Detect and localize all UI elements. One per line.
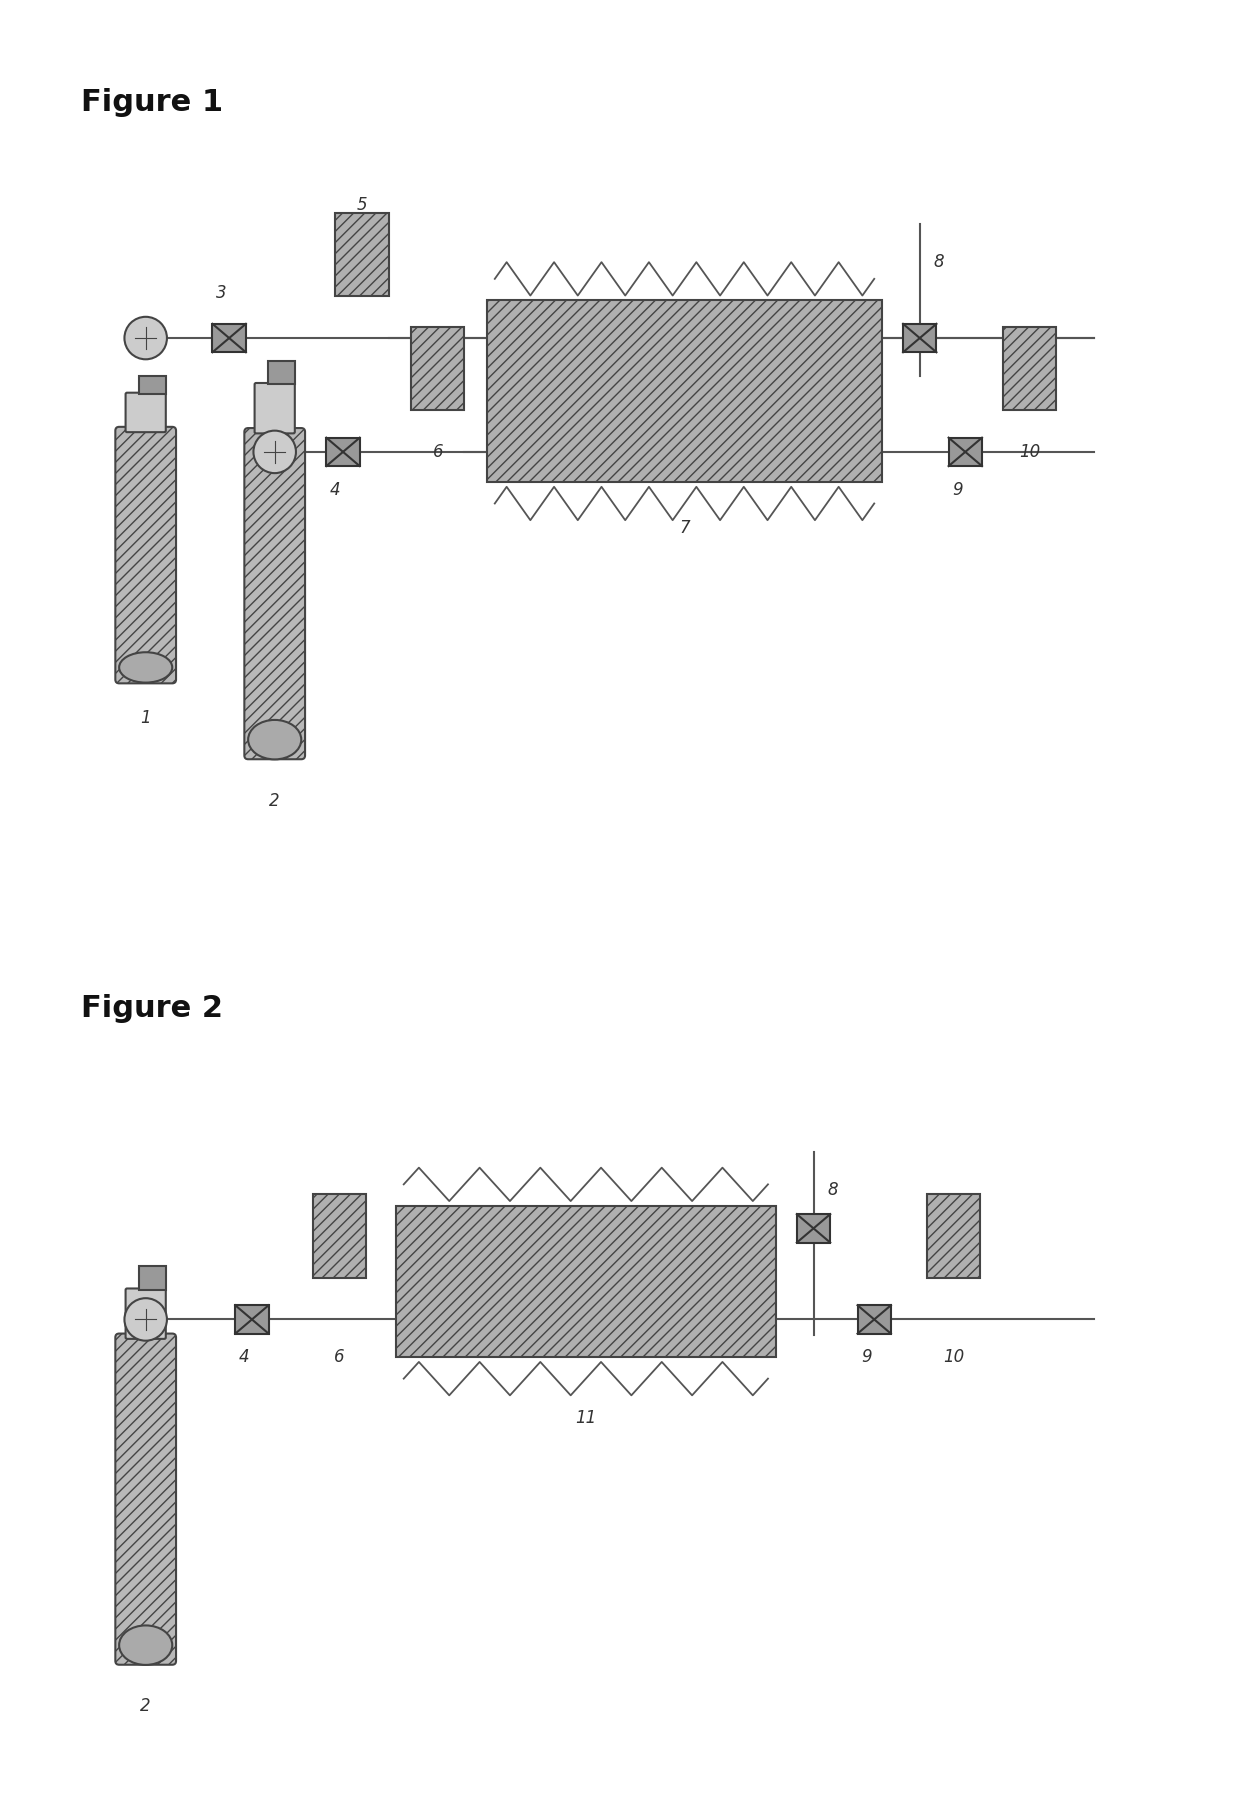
Text: 7: 7 [680,518,689,536]
Bar [268,360,295,384]
Bar [928,1193,981,1279]
Text: 4: 4 [330,482,341,498]
Text: 2: 2 [269,791,280,810]
Text: Figure 1: Figure 1 [81,89,223,118]
Text: 9: 9 [862,1349,872,1365]
Bar [326,438,360,465]
Bar [858,1306,890,1333]
Bar [797,1213,831,1242]
Text: 6: 6 [334,1349,345,1365]
Bar [903,324,936,353]
Text: 9: 9 [952,482,963,498]
Bar [949,438,982,465]
FancyBboxPatch shape [244,427,305,759]
Ellipse shape [119,1626,172,1664]
Bar [236,1306,269,1333]
Bar [487,301,882,482]
Text: 10: 10 [944,1349,965,1365]
Text: 11: 11 [575,1409,596,1427]
Ellipse shape [248,721,301,759]
Text: 2: 2 [140,1697,151,1715]
Bar [396,1206,775,1358]
Text: 8: 8 [934,254,944,272]
FancyBboxPatch shape [115,1333,176,1664]
Text: 10: 10 [1019,444,1040,460]
Bar [139,377,166,395]
Text: 8: 8 [827,1181,838,1199]
FancyBboxPatch shape [125,1288,166,1338]
Text: 1: 1 [140,708,151,726]
Bar [139,1266,166,1289]
Text: 4: 4 [239,1349,249,1365]
FancyBboxPatch shape [254,382,295,433]
FancyBboxPatch shape [125,393,166,433]
FancyBboxPatch shape [115,427,176,683]
Circle shape [253,431,296,473]
Ellipse shape [119,652,172,683]
Text: 6: 6 [433,444,443,460]
Circle shape [124,317,167,359]
Text: 3: 3 [216,284,227,301]
Bar [335,214,388,297]
Bar [312,1193,366,1279]
Text: Figure 2: Figure 2 [81,994,223,1023]
Text: 5: 5 [357,196,367,214]
Bar [1003,326,1056,409]
Bar [212,324,246,353]
Bar [412,326,465,409]
Circle shape [124,1298,167,1340]
